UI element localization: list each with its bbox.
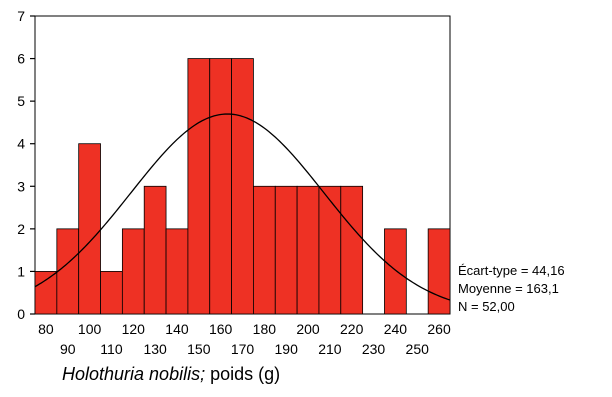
- x-tick-label-260: 260: [427, 321, 451, 337]
- bar-140: [165, 228, 189, 315]
- x-tick-label-90: 90: [60, 341, 76, 357]
- bar-260: [427, 228, 451, 315]
- sd-label: Écart-type = 44,16: [458, 263, 565, 278]
- x-tick-label-230: 230: [362, 341, 386, 357]
- x-tick-label-210: 210: [318, 341, 342, 357]
- x-tick-label-140: 140: [165, 321, 189, 337]
- bar-220: [340, 185, 364, 315]
- bar-80: [34, 271, 58, 315]
- y-tick-label-7: 7: [17, 8, 25, 24]
- x-tick-label-220: 220: [340, 321, 364, 337]
- x-tick-label-110: 110: [100, 341, 123, 357]
- x-tick-label-240: 240: [384, 321, 408, 337]
- x-tick-label-120: 120: [122, 321, 146, 337]
- bar-170: [231, 58, 254, 315]
- bar-210: [318, 185, 342, 315]
- y-tick-label-2: 2: [17, 221, 25, 237]
- y-tick-label-4: 4: [17, 136, 25, 152]
- x-tick-label-190: 190: [275, 341, 299, 357]
- bar-110: [100, 271, 123, 315]
- bar-90: [56, 228, 80, 315]
- y-tick-label-0: 0: [17, 306, 25, 322]
- bar-120: [121, 228, 145, 315]
- bar-100: [78, 143, 101, 315]
- x-tick-label-80: 80: [38, 321, 54, 337]
- bar-240: [384, 228, 407, 315]
- x-tick-label-130: 130: [143, 341, 167, 357]
- bar-200: [296, 185, 320, 315]
- normal-curve: [34, 113, 451, 301]
- y-tick-label-1: 1: [17, 263, 25, 279]
- y-axis: 0 1 2 3 4 5 6 7: [17, 8, 35, 322]
- x-tick-label-100: 100: [78, 321, 102, 337]
- x-tick-label-200: 200: [296, 321, 320, 337]
- x-tick-label-170: 170: [231, 341, 255, 357]
- x-tick-label-150: 150: [187, 341, 211, 357]
- y-tick-label-5: 5: [17, 93, 25, 109]
- bars-group: [34, 58, 451, 315]
- bar-150: [187, 58, 211, 315]
- chart-caption: Holothuria nobilis; poids (g): [62, 364, 280, 385]
- bar-190: [274, 185, 298, 315]
- x-tick-label-160: 160: [209, 321, 233, 337]
- mean-label: Moyenne = 163,1: [458, 281, 559, 296]
- x-tick-label-180: 180: [253, 321, 277, 337]
- n-label: N = 52,00: [458, 299, 515, 314]
- caption-measure: poids (g): [205, 364, 281, 384]
- x-tick-label-250: 250: [406, 341, 430, 357]
- bar-130: [143, 185, 167, 315]
- y-tick-label-3: 3: [17, 178, 25, 194]
- y-tick-label-6: 6: [17, 51, 25, 67]
- bar-180: [253, 185, 276, 315]
- x-axis: 80 100 120 140 160 180 200 220 240 260 90 110 130 150…: [38, 321, 451, 357]
- bar-160: [209, 58, 232, 315]
- caption-species: Holothuria nobilis;: [62, 364, 206, 384]
